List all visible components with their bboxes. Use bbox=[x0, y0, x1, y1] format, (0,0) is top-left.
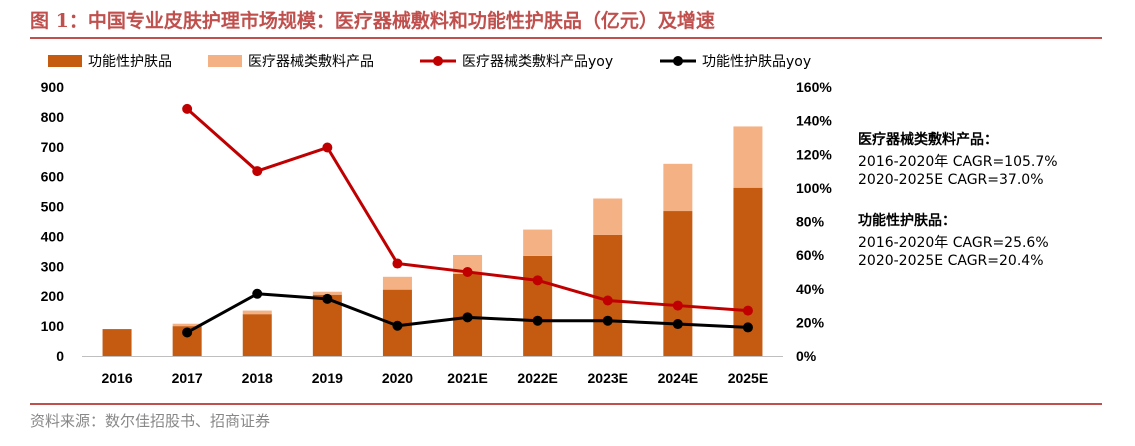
legend-func-yoy-marker bbox=[673, 56, 683, 66]
title-divider bbox=[30, 37, 1102, 39]
point-medical-yoy bbox=[742, 305, 753, 316]
point-func-yoy bbox=[742, 322, 753, 333]
x-tick-label: 2025E bbox=[728, 370, 768, 386]
bar-medical-dressing bbox=[453, 254, 483, 274]
y-right-tick-label: 160% bbox=[796, 79, 832, 95]
point-medical-yoy bbox=[462, 266, 473, 277]
y-right-tick-label: 120% bbox=[796, 146, 832, 162]
x-tick-label: 2016 bbox=[101, 370, 132, 386]
y-left-tick-label: 500 bbox=[41, 199, 65, 215]
point-medical-yoy bbox=[672, 300, 683, 311]
point-func-yoy bbox=[462, 312, 473, 323]
func-cagr-2020-2025: 2020-2025E CAGR=20.4% bbox=[858, 253, 1044, 269]
bar-medical-dressing bbox=[242, 310, 272, 315]
medical-cagr-2020-2025: 2020-2025E CAGR=37.0% bbox=[858, 172, 1044, 188]
y-left-tick-label: 0 bbox=[56, 348, 64, 364]
point-func-yoy bbox=[672, 319, 683, 330]
bar-func-skincare bbox=[593, 234, 623, 356]
footer-divider bbox=[30, 403, 1102, 405]
legend-medical-yoy-label: 医疗器械类敷料产品yoy bbox=[462, 54, 613, 70]
x-tick-label: 2021E bbox=[447, 370, 487, 386]
legend-func-yoy-label: 功能性护肤品yoy bbox=[702, 54, 811, 70]
y-right-tick-label: 100% bbox=[796, 180, 832, 196]
x-tick-label: 2024E bbox=[658, 370, 698, 386]
bar-medical-dressing bbox=[382, 276, 412, 290]
y-left-tick-label: 900 bbox=[41, 79, 65, 95]
func-cagr-title: 功能性护肤品： bbox=[858, 213, 956, 229]
legend-func-skincare-label: 功能性护肤品 bbox=[88, 54, 172, 70]
bar-func-skincare bbox=[312, 294, 342, 356]
bar-medical-dressing bbox=[312, 291, 342, 295]
point-medical-yoy bbox=[182, 103, 193, 114]
legend-medical-dressing-label: 医疗器械类敷料产品 bbox=[248, 54, 374, 70]
bar-medical-dressing bbox=[663, 163, 693, 212]
y-left-tick-label: 300 bbox=[41, 258, 65, 274]
y-right-tick-label: 140% bbox=[796, 113, 832, 129]
y-right-tick-label: 40% bbox=[796, 281, 825, 297]
x-tick-label: 2022E bbox=[517, 370, 557, 386]
point-func-yoy bbox=[392, 320, 403, 331]
y-left-tick-label: 700 bbox=[41, 139, 65, 155]
point-medical-yoy bbox=[602, 295, 613, 306]
legend-medical-dressing-swatch bbox=[208, 55, 242, 67]
point-medical-yoy bbox=[322, 142, 333, 153]
page-title: 图 1：中国专业皮肤护理市场规模：医疗器械敷料和功能性护肤品（亿元）及增速 bbox=[30, 10, 715, 32]
y-right-tick-label: 80% bbox=[796, 214, 825, 230]
point-medical-yoy bbox=[392, 258, 403, 269]
legend-medical-yoy-marker bbox=[433, 56, 443, 66]
y-left-tick-label: 200 bbox=[41, 288, 65, 304]
point-func-yoy bbox=[532, 315, 543, 326]
x-tick-label: 2023E bbox=[588, 370, 628, 386]
func-cagr-2016-2020: 2016-2020年 CAGR=25.6% bbox=[858, 235, 1049, 251]
medical-cagr-2016-2020: 2016-2020年 CAGR=105.7% bbox=[858, 154, 1058, 170]
bar-func-skincare bbox=[663, 211, 693, 356]
bar-medical-dressing bbox=[733, 126, 763, 188]
y-left-tick-label: 600 bbox=[41, 169, 65, 185]
bar-medical-dressing bbox=[523, 229, 553, 256]
x-tick-label: 2019 bbox=[312, 370, 343, 386]
y-right-tick-label: 60% bbox=[796, 247, 825, 263]
y-right-tick-label: 20% bbox=[796, 314, 825, 330]
point-medical-yoy bbox=[252, 166, 263, 177]
x-tick-label: 2020 bbox=[382, 370, 413, 386]
bar-func-skincare bbox=[242, 314, 272, 356]
point-func-yoy bbox=[252, 288, 263, 299]
bar-medical-dressing bbox=[172, 323, 202, 327]
medical-cagr-title: 医疗器械类敷料产品： bbox=[858, 132, 998, 148]
source-note: 资料来源：数尔佳招股书、招商证券 bbox=[30, 412, 271, 430]
y-left-tick-label: 400 bbox=[41, 228, 65, 244]
y-right-tick-label: 0% bbox=[796, 348, 817, 364]
point-medical-yoy bbox=[532, 275, 543, 286]
y-left-tick-label: 100 bbox=[41, 318, 65, 334]
bar-func-skincare bbox=[102, 329, 132, 356]
bar-func-skincare bbox=[523, 255, 553, 356]
point-func-yoy bbox=[602, 315, 613, 326]
x-tick-label: 2018 bbox=[242, 370, 273, 386]
x-tick-label: 2017 bbox=[172, 370, 203, 386]
point-func-yoy bbox=[322, 293, 333, 304]
point-func-yoy bbox=[182, 327, 193, 338]
legend-func-skincare-swatch bbox=[48, 55, 82, 67]
bar-medical-dressing bbox=[593, 198, 623, 235]
y-left-tick-label: 800 bbox=[41, 109, 65, 125]
